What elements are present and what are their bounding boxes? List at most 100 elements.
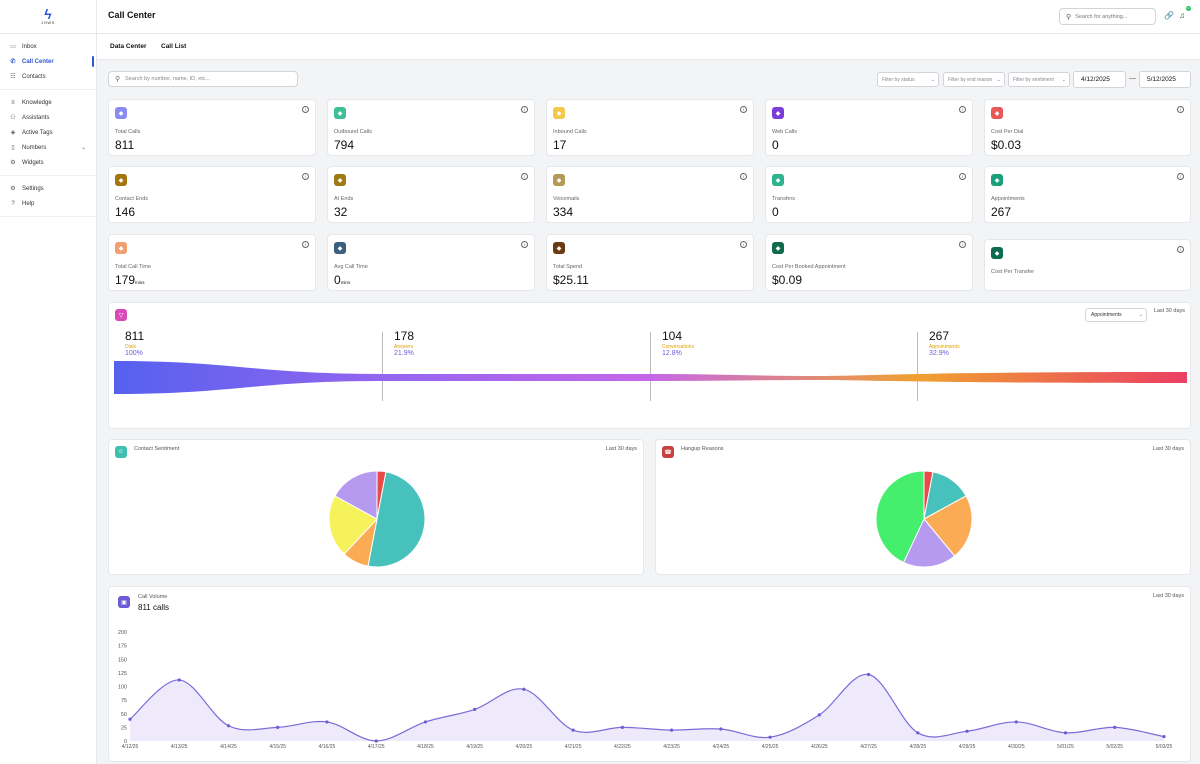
sidebar-item-inbox[interactable]: ▭ Inbox — [0, 39, 96, 54]
info-icon[interactable]: i — [1177, 246, 1184, 253]
info-icon[interactable]: i — [521, 241, 528, 248]
info-icon[interactable]: i — [959, 106, 966, 113]
pie-slice[interactable] — [334, 470, 378, 520]
pie-slice[interactable] — [875, 470, 925, 564]
funnel-stage-name: Answers — [394, 344, 414, 350]
stat-card-voicemails: ◆ i Voicemails 334 — [546, 166, 754, 223]
sidebar-item-numbers[interactable]: ▯ Numbers ⌄ — [0, 140, 96, 155]
bell-icon[interactable]: ♫ — [1179, 11, 1185, 20]
hangup-pie-chart — [875, 470, 973, 568]
info-icon[interactable]: i — [521, 106, 528, 113]
sidebar-item-settings[interactable]: ⚙ Settings — [0, 181, 96, 196]
data-point[interactable] — [177, 678, 181, 682]
sentiment-filter-label: Filter by sentiment — [1013, 76, 1054, 83]
global-search-input[interactable]: ⚲ Search for anything... — [1059, 8, 1156, 25]
data-point[interactable] — [522, 687, 526, 691]
info-icon[interactable]: i — [740, 241, 747, 248]
funnel-stage: 811 Dials 100% — [125, 329, 144, 357]
data-point[interactable] — [719, 727, 723, 731]
stat-card-web-calls: ◆ i Web Calls 0 — [765, 99, 973, 156]
x-tick-label: 5/02/25 — [1106, 744, 1123, 750]
sidebar-item-knowledge[interactable]: ≡ Knowledge — [0, 95, 96, 110]
data-point[interactable] — [916, 731, 920, 735]
logo-mark-icon: ϟ — [44, 6, 52, 22]
data-point[interactable] — [276, 725, 280, 729]
info-icon[interactable]: i — [740, 106, 747, 113]
funnel-goal-select[interactable]: Appointments ⌄ — [1085, 308, 1147, 322]
data-point[interactable] — [866, 672, 871, 677]
data-point[interactable] — [1162, 735, 1166, 739]
stat-value-number: $25.11 — [553, 273, 589, 287]
pie-slice[interactable] — [923, 495, 973, 557]
data-point[interactable] — [128, 717, 132, 721]
funnel-period: Last 30 days — [1153, 308, 1185, 314]
sentiment-pie-chart — [328, 470, 426, 568]
y-tick-label: 125 — [118, 671, 127, 677]
x-tick-label: 4/18/25 — [417, 744, 434, 750]
data-point[interactable] — [620, 725, 624, 729]
data-point[interactable] — [473, 707, 477, 711]
pie-slice[interactable] — [367, 471, 426, 568]
sidebar-item-help[interactable]: ? Help — [0, 196, 96, 211]
info-icon[interactable]: i — [959, 173, 966, 180]
info-icon[interactable]: i — [959, 241, 966, 248]
y-tick-label: 50 — [121, 712, 127, 718]
data-point[interactable] — [423, 720, 428, 724]
y-tick-label: 25 — [121, 725, 127, 731]
funnel-stage-pct: 32.9% — [929, 350, 949, 357]
data-point[interactable] — [571, 728, 575, 732]
x-tick-label: 4/22/25 — [614, 744, 631, 750]
data-point[interactable] — [374, 739, 378, 743]
pie-slice[interactable] — [902, 518, 956, 568]
link-icon[interactable]: 🔗 — [1164, 11, 1174, 20]
call-search-input[interactable]: ⚲ Search by number, name, ID, etc... — [108, 71, 298, 87]
sidebar-item-active-tags[interactable]: ◈ Active Tags — [0, 125, 96, 140]
sidebar-item-widgets[interactable]: ⚙ Widgets — [0, 155, 96, 170]
date-to-input[interactable]: 5/12/2025 — [1139, 71, 1191, 88]
data-point[interactable] — [670, 728, 674, 732]
call-volume-period: Last 30 days — [1152, 593, 1184, 599]
funnel-divider — [917, 332, 918, 401]
data-point[interactable] — [768, 735, 772, 739]
chevron-down-icon: ⌄ — [1138, 312, 1143, 318]
status-filter-select[interactable]: Filter by status ⌄ — [877, 72, 939, 87]
x-tick-label: 4/29/25 — [959, 744, 976, 750]
funnel-stage-pct: 21.9% — [394, 350, 414, 357]
date-from-input[interactable]: 4/12/2025 — [1073, 71, 1126, 88]
topbar: Call Center ⚲ Search for anything... 🔗 ♫… — [97, 0, 1200, 34]
funnel-goal-label: Appointments — [1091, 312, 1122, 318]
info-icon[interactable]: i — [302, 241, 309, 248]
tab-call-list[interactable]: Call List — [161, 43, 187, 50]
data-point[interactable] — [965, 729, 969, 733]
sidebar-item-assistants[interactable]: ⚇ Assistants — [0, 110, 96, 125]
pie-slice[interactable] — [328, 495, 378, 555]
info-icon[interactable]: i — [740, 173, 747, 180]
sidebar-item-call-center[interactable]: ✆ Call Center — [0, 54, 96, 69]
tab-data-center[interactable]: Data Center — [110, 43, 147, 50]
info-icon[interactable]: i — [302, 106, 309, 113]
stat-card-inbound-calls: ◆ i Inbound Calls 17 — [546, 99, 754, 156]
info-icon[interactable]: i — [521, 173, 528, 180]
sidebar-item-label: Active Tags — [22, 129, 53, 136]
chevron-down-icon: ⌄ — [930, 76, 935, 83]
stat-value-number: 811 — [115, 138, 135, 152]
data-point[interactable] — [1014, 720, 1018, 724]
end-reason-filter-select[interactable]: Filter by end reason ⌄ — [943, 72, 1005, 87]
info-icon[interactable]: i — [1177, 106, 1184, 113]
x-tick-label: 4/12/25 — [122, 744, 139, 750]
data-point[interactable] — [1113, 725, 1117, 729]
info-icon[interactable]: i — [1177, 173, 1184, 180]
info-icon[interactable]: i — [302, 173, 309, 180]
sidebar-item-contacts[interactable]: ☷ Contacts — [0, 69, 96, 84]
stat-card-transfers: ◆ i Transfers 0 — [765, 166, 973, 223]
hangup-panel: ☎ Hangup Reasons Last 30 days — [655, 439, 1191, 575]
data-point[interactable] — [1063, 731, 1068, 735]
sidebar-item-label: Call Center — [22, 58, 54, 65]
sentiment-filter-select[interactable]: Filter by sentiment ⌄ — [1008, 72, 1070, 87]
data-point[interactable] — [817, 713, 821, 717]
data-point[interactable] — [325, 720, 329, 724]
data-point[interactable] — [226, 724, 231, 728]
chevron-down-icon[interactable]: ⌄ — [80, 145, 86, 151]
logo[interactable]: ϟ JOWS — [0, 0, 96, 34]
stat-label: Avg Call Time — [334, 264, 368, 270]
